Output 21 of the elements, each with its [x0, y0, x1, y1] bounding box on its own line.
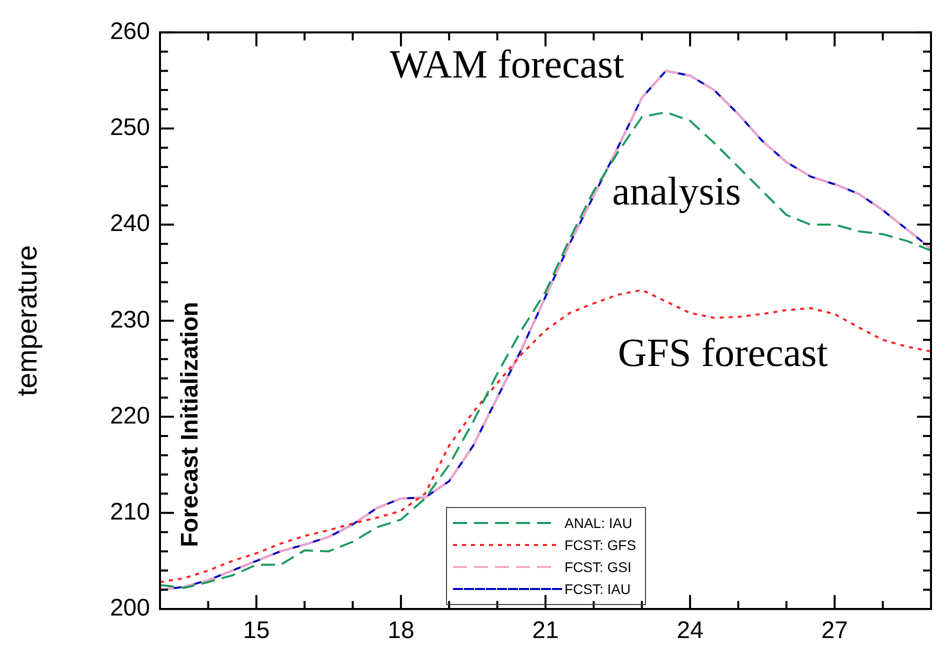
y-tick-label: 260: [110, 18, 150, 46]
annotation: WAM forecast: [390, 41, 624, 86]
annotation: analysis: [612, 168, 742, 214]
y-tick-label: 200: [110, 594, 150, 622]
legend-label: FCST: IAU: [564, 581, 631, 597]
y-tick-label: 210: [110, 498, 150, 526]
legend-label: FCST: GSI: [564, 559, 632, 575]
y-tick-label: 250: [110, 114, 150, 142]
y-tick-label: 230: [110, 306, 150, 334]
legend-label: ANAL: IAU: [564, 515, 632, 531]
y-tick-label: 220: [110, 402, 150, 430]
x-tick-label: 24: [676, 617, 704, 644]
x-tick-label: 15: [243, 617, 270, 644]
x-tick-label: 21: [532, 617, 559, 644]
y-tick-label: 240: [110, 210, 150, 238]
legend-label: FCST: GFS: [564, 537, 636, 553]
x-tick-label: 18: [388, 617, 414, 644]
annotation: Forecast Initialization: [176, 302, 204, 548]
y-axis-title: temperature: [12, 245, 43, 396]
x-tick-label: 27: [821, 617, 848, 644]
annotation: GFS forecast: [618, 330, 828, 375]
